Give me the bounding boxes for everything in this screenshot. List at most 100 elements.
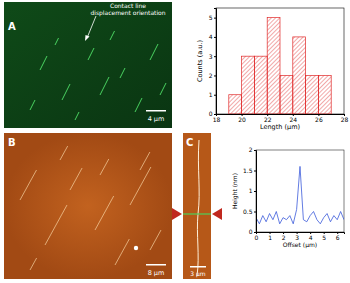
- tick: 3: [209, 53, 216, 60]
- tick: 1: [268, 232, 272, 241]
- panel-c: C 3 µm: [183, 133, 211, 279]
- tick-mark: [214, 37, 216, 38]
- tick: 4: [209, 33, 216, 40]
- bar: [318, 75, 331, 114]
- tick: 1: [249, 187, 256, 194]
- streak: [62, 84, 70, 100]
- panel-a: A Contact linedisplacement orientation 4 µ…: [4, 2, 172, 128]
- tick: 22: [264, 114, 272, 123]
- tick-label: 24: [289, 116, 297, 123]
- tick: 3: [295, 232, 299, 241]
- tick-label: 3: [209, 53, 213, 60]
- tick: 2: [282, 232, 286, 241]
- streak: [150, 230, 161, 250]
- tick-mark: [214, 75, 216, 76]
- streak: [160, 83, 166, 95]
- tick-label: 0.5: [243, 208, 253, 215]
- tick-label: 20: [238, 116, 246, 123]
- tick-label: 5: [209, 14, 213, 21]
- streak: [135, 98, 142, 112]
- annotation: Contact line: [110, 2, 146, 9]
- bar: [267, 18, 280, 114]
- tick-label: 28: [341, 116, 349, 123]
- streak: [30, 258, 37, 270]
- y-axis-title: Counts (a.u.): [196, 40, 204, 82]
- tick-mark: [214, 114, 216, 115]
- tick: 0.5: [243, 208, 256, 215]
- tick: 24: [289, 114, 297, 123]
- x-axis-title: Length (µm): [260, 123, 300, 131]
- panel-b: B8 µm: [4, 133, 172, 279]
- scale-bar: [146, 110, 166, 112]
- tick-label: 26: [315, 116, 323, 123]
- streak: [95, 196, 114, 230]
- tick-label: 0: [209, 110, 213, 117]
- tick: 26: [315, 114, 323, 123]
- figure: A Contact linedisplacement orientation 4 µ…: [0, 0, 350, 283]
- tick: 18: [213, 114, 221, 123]
- tick: 1: [209, 91, 216, 98]
- streak: [55, 38, 59, 45]
- streak: [100, 159, 109, 175]
- streak: [45, 205, 67, 245]
- tick-label: 2: [282, 234, 286, 241]
- streak: [150, 44, 158, 60]
- scale-bar: [146, 264, 166, 266]
- profile-chart: 012345600.511.52Offset (µm)Height (nm): [231, 146, 345, 249]
- streak: [60, 146, 68, 160]
- bar: [254, 56, 267, 114]
- tick: 4: [309, 232, 313, 241]
- scale-bar: [190, 266, 206, 268]
- annotation: displacement orientation: [90, 9, 165, 17]
- tick-label: 6: [336, 234, 340, 241]
- tick: 28: [341, 114, 349, 123]
- profile-line: [183, 213, 211, 214]
- streak: [100, 77, 109, 95]
- tick-label: 2: [249, 146, 253, 153]
- pointer: [212, 208, 222, 220]
- panel-label: A: [8, 21, 16, 32]
- tick: 0: [249, 228, 256, 235]
- tick-mark: [214, 56, 216, 57]
- streak: [30, 100, 35, 110]
- tick: 2: [209, 72, 216, 79]
- image-background: [4, 2, 172, 128]
- plot-frame: [216, 8, 344, 114]
- lines: [256, 166, 344, 223]
- image-background: [183, 133, 211, 279]
- tick: 5: [322, 232, 326, 241]
- scale-bar-label: 8 µm: [148, 269, 165, 277]
- axis-line: [217, 115, 345, 117]
- tick-mark: [254, 150, 256, 151]
- particle: [134, 246, 138, 250]
- tick-label: 1: [209, 91, 213, 98]
- tick-mark: [254, 191, 256, 192]
- bar: [280, 75, 293, 114]
- streak: [70, 168, 82, 190]
- bar: [229, 95, 242, 114]
- axis: 18 20 22 24 26 28: [213, 114, 349, 123]
- scale-bar-label: 4 µm: [148, 115, 165, 123]
- axis-line: [214, 9, 217, 115]
- streak: [75, 112, 79, 120]
- tick-label: 5: [322, 234, 326, 241]
- tick: 20: [238, 114, 246, 123]
- axis: 0 0.5 1 1.5 2: [243, 146, 257, 235]
- scale-bar-label: 3 µm: [190, 270, 206, 278]
- tick-mark: [214, 18, 216, 19]
- bar: [242, 56, 255, 114]
- streak: [40, 56, 47, 70]
- tick-mark: [254, 171, 256, 172]
- annotation-arrowhead: [85, 35, 90, 41]
- tick-label: 1.5: [243, 167, 253, 174]
- tick-mark: [254, 212, 256, 213]
- tick-mark: [214, 95, 216, 96]
- panel-label: C: [186, 137, 193, 148]
- streak: [130, 167, 151, 205]
- tick-label: 2: [209, 72, 213, 79]
- bars: [229, 18, 331, 114]
- tick-label: 1: [268, 234, 272, 241]
- plot-frame: [256, 150, 344, 232]
- streak: [115, 239, 129, 265]
- tick-label: 1: [249, 187, 253, 194]
